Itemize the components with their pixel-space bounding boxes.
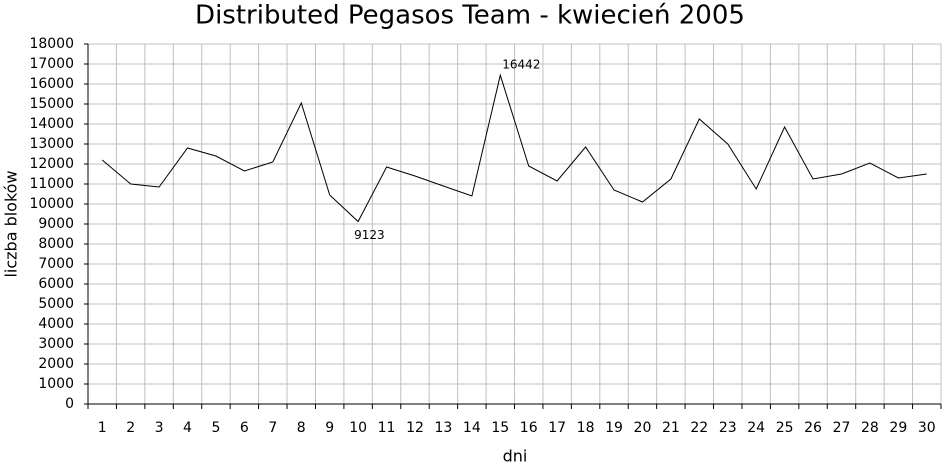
y-tick-label: 13000 [29, 136, 74, 152]
y-tick-label: 5000 [38, 296, 74, 312]
y-tick-label: 2000 [38, 356, 74, 372]
y-tick-label: 8000 [38, 236, 74, 252]
x-tick-label: 15 [491, 420, 509, 436]
y-tick-label: 15000 [29, 96, 74, 112]
x-tick-label: 3 [155, 420, 164, 436]
chart-title: Distributed Pegasos Team - kwiecień 2005 [195, 1, 745, 31]
data-line [101, 73, 927, 223]
x-tick-label: 16 [520, 420, 538, 436]
y-tick-label: 14000 [29, 116, 74, 132]
x-tick-label: 14 [463, 420, 481, 436]
y-tick-label: 0 [65, 396, 74, 412]
y-tick-label: 7000 [38, 256, 74, 272]
x-tick-label: 30 [918, 420, 936, 436]
x-tick-label: 22 [690, 420, 708, 436]
x-tick-label: 19 [605, 420, 623, 436]
y-tick-label: 3000 [38, 336, 74, 352]
y-tick-label: 1000 [38, 376, 74, 392]
x-tick-label: 6 [240, 420, 249, 436]
y-tick-label: 10000 [29, 196, 74, 212]
y-tick-label: 16000 [29, 76, 74, 92]
y-tick-label: 6000 [38, 276, 74, 292]
x-tick-label: 18 [577, 420, 595, 436]
x-tick-label: 13 [435, 420, 453, 436]
y-tick-label: 9000 [38, 216, 74, 232]
y-tick-label: 12000 [29, 156, 74, 172]
x-tick-label: 23 [719, 420, 737, 436]
x-tick-label: 25 [776, 420, 794, 436]
x-tick-label: 10 [349, 420, 367, 436]
x-tick-label: 11 [378, 420, 396, 436]
x-tick-label: 2 [126, 420, 135, 436]
x-tick-label: 20 [634, 420, 652, 436]
max-label: 16442 [502, 58, 540, 72]
y-tick-label: 18000 [29, 36, 74, 52]
x-tick-label: 27 [833, 420, 851, 436]
y-tick-label: 4000 [38, 316, 74, 332]
x-tick-label: 12 [406, 420, 424, 436]
x-tick-label: 21 [662, 420, 680, 436]
x-axis-label: dni [503, 447, 528, 466]
x-tick-label: 29 [889, 420, 907, 436]
x-tick-label: 7 [268, 420, 277, 436]
x-tick-label: 1 [98, 420, 107, 436]
min-label: 9123 [354, 228, 385, 242]
y-tick-label: 11000 [29, 176, 74, 192]
x-tick-label: 28 [861, 420, 879, 436]
x-tick-label: 8 [297, 420, 306, 436]
y-tick-label: 17000 [29, 56, 74, 72]
x-tick-label: 24 [747, 420, 765, 436]
x-tick-label: 4 [183, 420, 192, 436]
x-tick-label: 5 [211, 420, 220, 436]
x-tick-label: 17 [548, 420, 566, 436]
x-tick-label: 26 [804, 420, 822, 436]
x-tick-label: 9 [325, 420, 334, 436]
y-axis-label: liczba bloków [2, 170, 21, 277]
